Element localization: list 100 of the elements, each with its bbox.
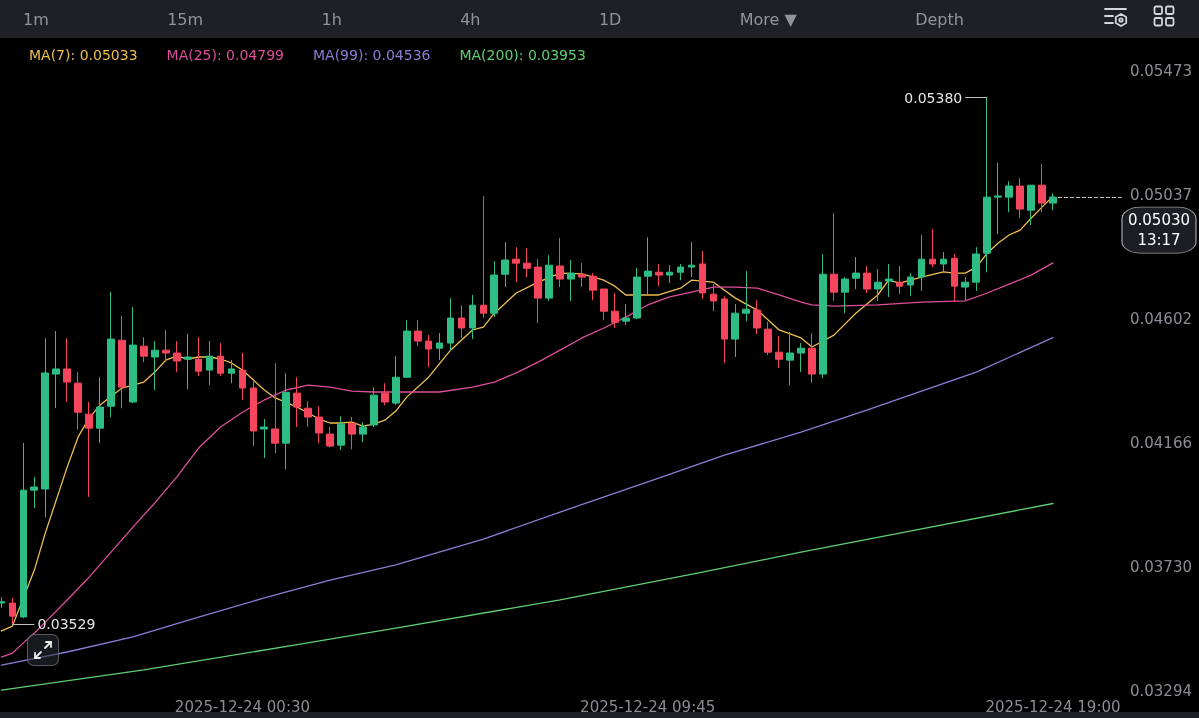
candlestick <box>534 258 542 324</box>
candlestick <box>907 272 914 297</box>
candlestick <box>490 260 498 318</box>
candlestick <box>961 276 969 301</box>
candlestick <box>1049 192 1057 211</box>
candlestick <box>940 251 947 274</box>
candlestick <box>151 340 159 391</box>
candlestick <box>282 372 290 470</box>
candlestick <box>370 386 378 428</box>
candlestick <box>206 340 213 386</box>
candlestick <box>677 263 684 281</box>
candlestick <box>480 195 487 319</box>
text: MA(200): 0.03953 <box>459 47 586 63</box>
candlestick <box>929 228 936 268</box>
line-series <box>0 337 1054 666</box>
y-tick-label: 0.03730 <box>1129 557 1192 576</box>
candlestick <box>688 241 695 278</box>
x-tick-label: 2025-12-24 09:45 <box>580 697 716 716</box>
candlestick <box>523 247 531 278</box>
y-tick-label: 0.05473 <box>1129 62 1192 81</box>
candlestick <box>972 246 980 292</box>
candlestick <box>611 292 619 329</box>
candlestick <box>63 337 71 403</box>
candlestick <box>425 334 432 368</box>
candlestick <box>304 400 312 428</box>
candlestick <box>403 319 411 379</box>
annotation: 1D <box>598 9 622 29</box>
text: MA(25): 0.04799 <box>166 47 285 63</box>
candlestick <box>600 288 608 321</box>
candlestick <box>1016 177 1024 219</box>
candlestick <box>918 234 925 292</box>
candlestick <box>217 342 224 377</box>
y-tick-label: 0.04602 <box>1129 309 1192 328</box>
candlestick <box>731 303 739 358</box>
candlestick <box>9 597 16 625</box>
candlestick <box>436 332 443 361</box>
candlestick <box>775 335 783 369</box>
candlestick <box>622 303 630 326</box>
candlestick <box>753 299 761 335</box>
candlestick <box>458 304 465 339</box>
candlestick <box>326 426 334 448</box>
candlestick <box>260 418 268 459</box>
annotation: More ▼ <box>739 9 797 29</box>
annotation: 1h <box>321 9 342 29</box>
candlestick <box>447 297 454 351</box>
annotation: Depth <box>915 9 964 29</box>
candlestick <box>951 253 958 303</box>
candlestick <box>874 268 882 302</box>
candlestick <box>567 259 575 302</box>
candlestick <box>74 371 82 430</box>
candlestick <box>699 250 706 300</box>
candlestick <box>1005 180 1013 213</box>
candlestick <box>41 337 49 518</box>
candlestick <box>30 476 38 509</box>
candlestick <box>994 162 1002 235</box>
candlestick <box>96 376 104 444</box>
candlestick <box>414 319 422 347</box>
candlestick <box>556 237 564 288</box>
candlestick <box>337 415 345 451</box>
candlestick <box>1027 184 1035 226</box>
annotation: 1m <box>23 9 49 29</box>
line-series <box>0 262 1054 658</box>
candlestick <box>742 270 750 322</box>
candlestick <box>830 212 838 302</box>
candlestick <box>764 321 772 356</box>
candlestick <box>381 382 389 406</box>
annotation: 15m <box>167 9 204 29</box>
candlestick <box>184 333 192 390</box>
candlestick <box>315 405 323 444</box>
candlestick <box>469 294 476 340</box>
x-tick-label: 2025-12-24 19:00 <box>985 697 1121 716</box>
candlestick <box>841 276 849 314</box>
candlestick <box>359 421 367 443</box>
candlestick <box>863 265 871 294</box>
candlestick <box>228 359 235 384</box>
candlestick <box>85 401 93 498</box>
candlestick <box>239 352 246 401</box>
y-tick-label: 0.05037 <box>1129 186 1192 205</box>
candlestick <box>512 246 520 283</box>
candlestick <box>666 264 673 284</box>
candlestick <box>655 263 663 287</box>
candlestick <box>129 306 137 404</box>
candlestick <box>721 295 728 364</box>
candlestick <box>852 256 860 290</box>
candlestick <box>392 355 400 406</box>
candlestick <box>271 362 279 454</box>
candlestick <box>786 331 794 386</box>
ref-line-label: 0.05030 13:17 <box>1127 211 1191 250</box>
text: MA(99): 0.04536 <box>313 47 431 63</box>
candlestick <box>545 254 553 302</box>
candlestick <box>348 416 356 450</box>
candlestick <box>808 332 816 384</box>
line-series <box>0 502 1054 691</box>
candlestick <box>896 265 903 295</box>
y-tick-label: 0.04166 <box>1129 433 1192 452</box>
candlestick <box>1038 163 1046 213</box>
annotation: 4h <box>460 9 481 29</box>
y-tick-label: 0.03294 <box>1129 681 1192 700</box>
candlestick <box>162 329 170 363</box>
candlestick <box>589 272 597 301</box>
